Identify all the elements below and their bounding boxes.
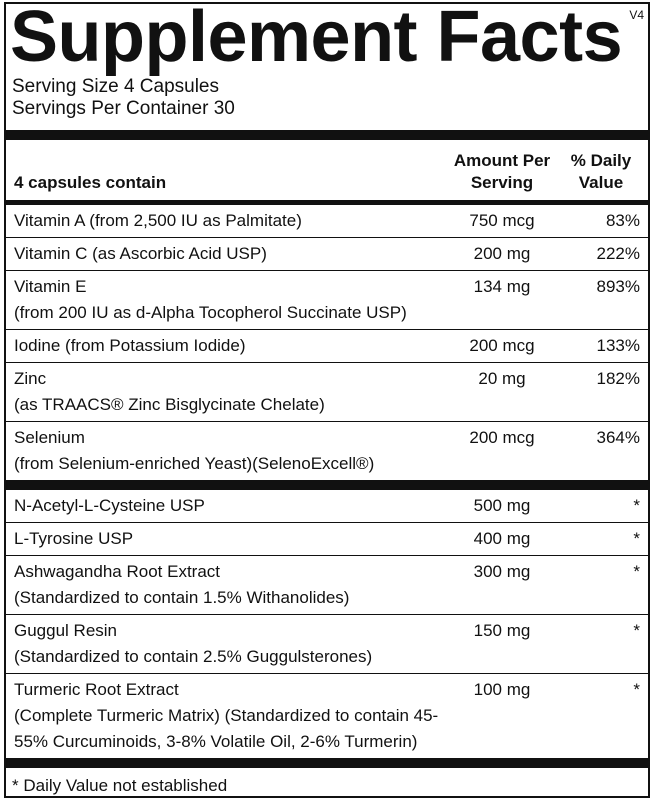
nutrient-name: Iodine (from Potassium Iodide) (14, 336, 246, 355)
amount: 300 mg (473, 562, 531, 581)
nutrient-cell: Turmeric Root Extract (Complete Turmeric … (14, 677, 442, 755)
divider (6, 480, 648, 490)
nutrient-row: Turmeric Root Extract (Complete Turmeric … (6, 674, 648, 758)
daily-value: * (633, 529, 640, 548)
nutrient-row: Guggul Resin (Standardized to contain 2.5… (6, 615, 648, 674)
nutrient-name: N-Acetyl-L-Cysteine USP (14, 496, 205, 515)
nutrient-detail: (Standardized to contain 2.5% Guggulster… (14, 647, 373, 666)
nutrient-cell: Iodine (from Potassium Iodide) (14, 333, 442, 359)
nutrient-row: Zinc (as TRAACS® Zinc Bisglycinate Chelat… (6, 363, 648, 422)
divider (6, 200, 648, 205)
nutrient-name: Selenium (14, 428, 85, 447)
nutrient-row: Iodine (from Potassium Iodide) 200 mcg 133… (6, 330, 648, 363)
nutrient-row: L-Tyrosine USP 400 mg * (6, 523, 648, 556)
amount: 400 mg (473, 529, 531, 548)
divider (6, 130, 648, 140)
nutrient-name: Turmeric Root Extract (14, 680, 179, 699)
section: Vitamin A (from 2,500 IU as Palmitate) 75… (6, 205, 648, 480)
version: V4 (629, 8, 644, 22)
header-row: 4 capsules contain Amount Per Serving % … (6, 140, 648, 200)
daily-value: * (633, 562, 640, 581)
nutrient-cell: Zinc (as TRAACS® Zinc Bisglycinate Chelat… (14, 366, 442, 418)
servings-per-container: Servings Per Container 30 (12, 98, 235, 119)
amount: 200 mcg (469, 428, 535, 447)
amount: 100 mg (473, 680, 531, 699)
nutrient-name: L-Tyrosine USP (14, 529, 134, 548)
nutrient-name: Vitamin A (from 2,500 IU as Palmitate) (14, 211, 302, 230)
amount: 20 mg (478, 369, 526, 388)
nutrient-row: Vitamin A (from 2,500 IU as Palmitate) 75… (6, 205, 648, 238)
amount: 200 mcg (469, 336, 535, 355)
nutrient-cell: Vitamin A (from 2,500 IU as Palmitate) (14, 208, 442, 234)
nutrient-name: Vitamin E (14, 277, 87, 296)
daily-value: * (633, 680, 640, 699)
nutrient-name: Vitamin C (as Ascorbic Acid USP) (14, 244, 267, 263)
daily-value: 133% (596, 336, 640, 355)
nutrient-cell: Vitamin C (as Ascorbic Acid USP) (14, 241, 442, 267)
nutrient-detail: (as TRAACS® Zinc Bisglycinate Chelate) (14, 395, 325, 414)
nutrient-row: N-Acetyl-L-Cysteine USP 500 mg * (6, 490, 648, 523)
nutrient-detail: (from Selenium-enriched Yeast)(SelenoExc… (14, 454, 375, 473)
nutrient-cell: Guggul Resin (Standardized to contain 2.5… (14, 618, 442, 670)
nutrient-name: Ashwagandha Root Extract (14, 562, 221, 581)
amount: 500 mg (473, 496, 531, 515)
amount: 750 mcg (469, 211, 535, 230)
nutrient-cell: N-Acetyl-L-Cysteine USP (14, 493, 442, 519)
nutrient-row: Selenium (from Selenium-enriched Yeast)(S… (6, 422, 648, 480)
nutrient-detail: (from 200 IU as d-Alpha Tocopherol Succi… (14, 303, 407, 322)
nutrient-cell: Vitamin E (from 200 IU as d-Alpha Tocophe… (14, 274, 442, 326)
nutrient-name: Zinc (14, 369, 47, 388)
supplement-facts-label: V4 Supplement Facts Serving Size 4 Capsu… (4, 0, 650, 798)
nutrient-row: Vitamin E (from 200 IU as d-Alpha Tocophe… (6, 271, 648, 330)
daily-value: 83% (605, 211, 640, 230)
footnote: * Daily Value not established (12, 776, 228, 795)
daily-value: 222% (596, 244, 640, 263)
nutrient-row: Ashwagandha Root Extract (Standardized to… (6, 556, 648, 615)
amount: 134 mg (473, 277, 531, 296)
header-amount: Amount Per Serving (453, 151, 551, 192)
amount: 200 mg (473, 244, 531, 263)
nutrient-detail: (Standardized to contain 1.5% Withanolid… (14, 588, 350, 607)
amount: 150 mg (473, 621, 531, 640)
header-label: 4 capsules contain (14, 173, 167, 192)
title: Supplement Facts (10, 0, 623, 77)
nutrient-cell: Ashwagandha Root Extract (Standardized to… (14, 559, 442, 611)
daily-value: * (633, 621, 640, 640)
header-dv: % Daily Value (570, 151, 632, 192)
section: N-Acetyl-L-Cysteine USP 500 mg * L-Tyrosine… (6, 490, 648, 758)
daily-value: 364% (596, 428, 640, 447)
nutrient-row: Vitamin C (as Ascorbic Acid USP) 200 mg 22… (6, 238, 648, 271)
nutrient-detail: (Complete Turmeric Matrix) (Standardized… (14, 706, 439, 751)
serving-size: Serving Size 4 Capsules (12, 76, 219, 97)
nutrient-name: Guggul Resin (14, 621, 118, 640)
nutrient-cell: L-Tyrosine USP (14, 526, 442, 552)
daily-value: * (633, 496, 640, 515)
daily-value: 893% (596, 277, 640, 296)
divider (6, 758, 648, 768)
sections: Vitamin A (from 2,500 IU as Palmitate) 75… (6, 205, 648, 768)
nutrient-cell: Selenium (from Selenium-enriched Yeast)(S… (14, 425, 442, 477)
daily-value: 182% (596, 369, 640, 388)
